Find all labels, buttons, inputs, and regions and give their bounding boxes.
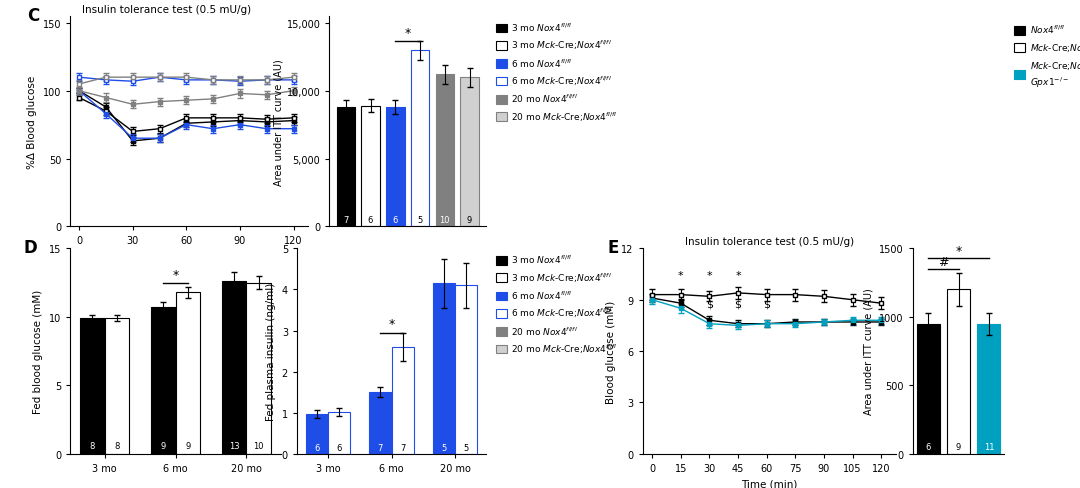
- Bar: [410, 51, 430, 227]
- Text: 8: 8: [114, 442, 120, 450]
- Text: *: *: [173, 268, 178, 281]
- Text: 6: 6: [336, 443, 341, 452]
- Text: 10: 10: [440, 215, 450, 224]
- Bar: [433, 284, 455, 454]
- Text: *: *: [389, 317, 394, 330]
- Bar: [460, 78, 478, 227]
- Text: D: D: [24, 239, 38, 257]
- Text: 7: 7: [343, 215, 349, 224]
- Bar: [455, 286, 477, 454]
- Text: 9: 9: [956, 442, 961, 451]
- Bar: [246, 283, 271, 454]
- Text: *: *: [956, 244, 961, 257]
- Text: $: $: [764, 299, 770, 309]
- Text: 10: 10: [254, 442, 265, 450]
- Text: 11: 11: [984, 442, 994, 451]
- Text: Insulin tolerance test (0.5 mU/g): Insulin tolerance test (0.5 mU/g): [82, 5, 252, 15]
- Text: 5: 5: [418, 215, 422, 224]
- Text: E: E: [607, 239, 619, 257]
- Text: *: *: [706, 270, 712, 281]
- Bar: [391, 347, 414, 454]
- Bar: [362, 106, 380, 227]
- Bar: [80, 319, 105, 454]
- Text: 6: 6: [368, 215, 374, 224]
- Bar: [151, 307, 176, 454]
- Bar: [306, 414, 328, 454]
- Bar: [435, 75, 454, 227]
- Bar: [947, 290, 970, 454]
- Y-axis label: Area under ITT curve (AU): Area under ITT curve (AU): [273, 59, 284, 185]
- Bar: [105, 319, 130, 454]
- Text: #: #: [939, 255, 948, 268]
- Bar: [337, 108, 355, 227]
- Y-axis label: %Δ Blood glucose: %Δ Blood glucose: [27, 76, 37, 168]
- Text: 9: 9: [186, 442, 190, 450]
- Bar: [977, 324, 1000, 454]
- Bar: [221, 282, 246, 454]
- Title: Insulin tolerance test (0.5 mU/g): Insulin tolerance test (0.5 mU/g): [685, 237, 854, 247]
- Text: 7: 7: [378, 443, 383, 452]
- Text: 6: 6: [314, 443, 320, 452]
- Bar: [176, 293, 200, 454]
- Text: 5: 5: [463, 443, 469, 452]
- Text: *: *: [405, 27, 410, 40]
- Text: 13: 13: [229, 442, 240, 450]
- Y-axis label: Area under ITT curve (AU): Area under ITT curve (AU): [863, 288, 874, 415]
- Text: $: $: [734, 299, 742, 309]
- Text: *: *: [678, 270, 684, 281]
- Legend: 3 mo $\it{Nox4}$$^{fl/fl}$, 3 mo $\it{Mck}$-Cre;$\it{Nox4}$$^{fl/fl}$, 6 mo $\it: 3 mo $\it{Nox4}$$^{fl/fl}$, 3 mo $\it{Mc…: [496, 253, 618, 355]
- Text: $: $: [706, 299, 713, 309]
- Text: 5: 5: [442, 443, 447, 452]
- Legend: 3 mo $\it{Nox4}$$^{fl/fl}$, 3 mo $\it{Mck}$-Cre;$\it{Nox4}$$^{fl/fl}$, 6 mo $\it: 3 mo $\it{Nox4}$$^{fl/fl}$, 3 mo $\it{Mc…: [496, 21, 618, 123]
- Text: C: C: [27, 6, 40, 24]
- Text: 9: 9: [161, 442, 165, 450]
- Text: 6: 6: [393, 215, 399, 224]
- X-axis label: Time (min): Time (min): [741, 478, 798, 488]
- Text: *: *: [735, 270, 741, 281]
- Legend: $\it{Nox4}$$^{fl/fl}$, $\it{Mck}$-Cre;$\it{Nox4}$$^{fl/fl}$, $\it{Mck}$-Cre;$\it: $\it{Nox4}$$^{fl/fl}$, $\it{Mck}$-Cre;$\…: [1014, 24, 1080, 89]
- Text: 6: 6: [926, 442, 931, 451]
- Bar: [386, 108, 405, 227]
- Text: 8: 8: [90, 442, 95, 450]
- Y-axis label: Fed plasma insulin (ng/ml): Fed plasma insulin (ng/ml): [266, 283, 276, 420]
- Bar: [328, 412, 350, 454]
- Text: 9: 9: [467, 215, 472, 224]
- Bar: [917, 324, 940, 454]
- Text: 7: 7: [400, 443, 405, 452]
- Bar: [369, 392, 391, 454]
- Y-axis label: Fed blood glucose (mM): Fed blood glucose (mM): [33, 289, 43, 413]
- Y-axis label: Blood glucose (mM): Blood glucose (mM): [606, 300, 616, 403]
